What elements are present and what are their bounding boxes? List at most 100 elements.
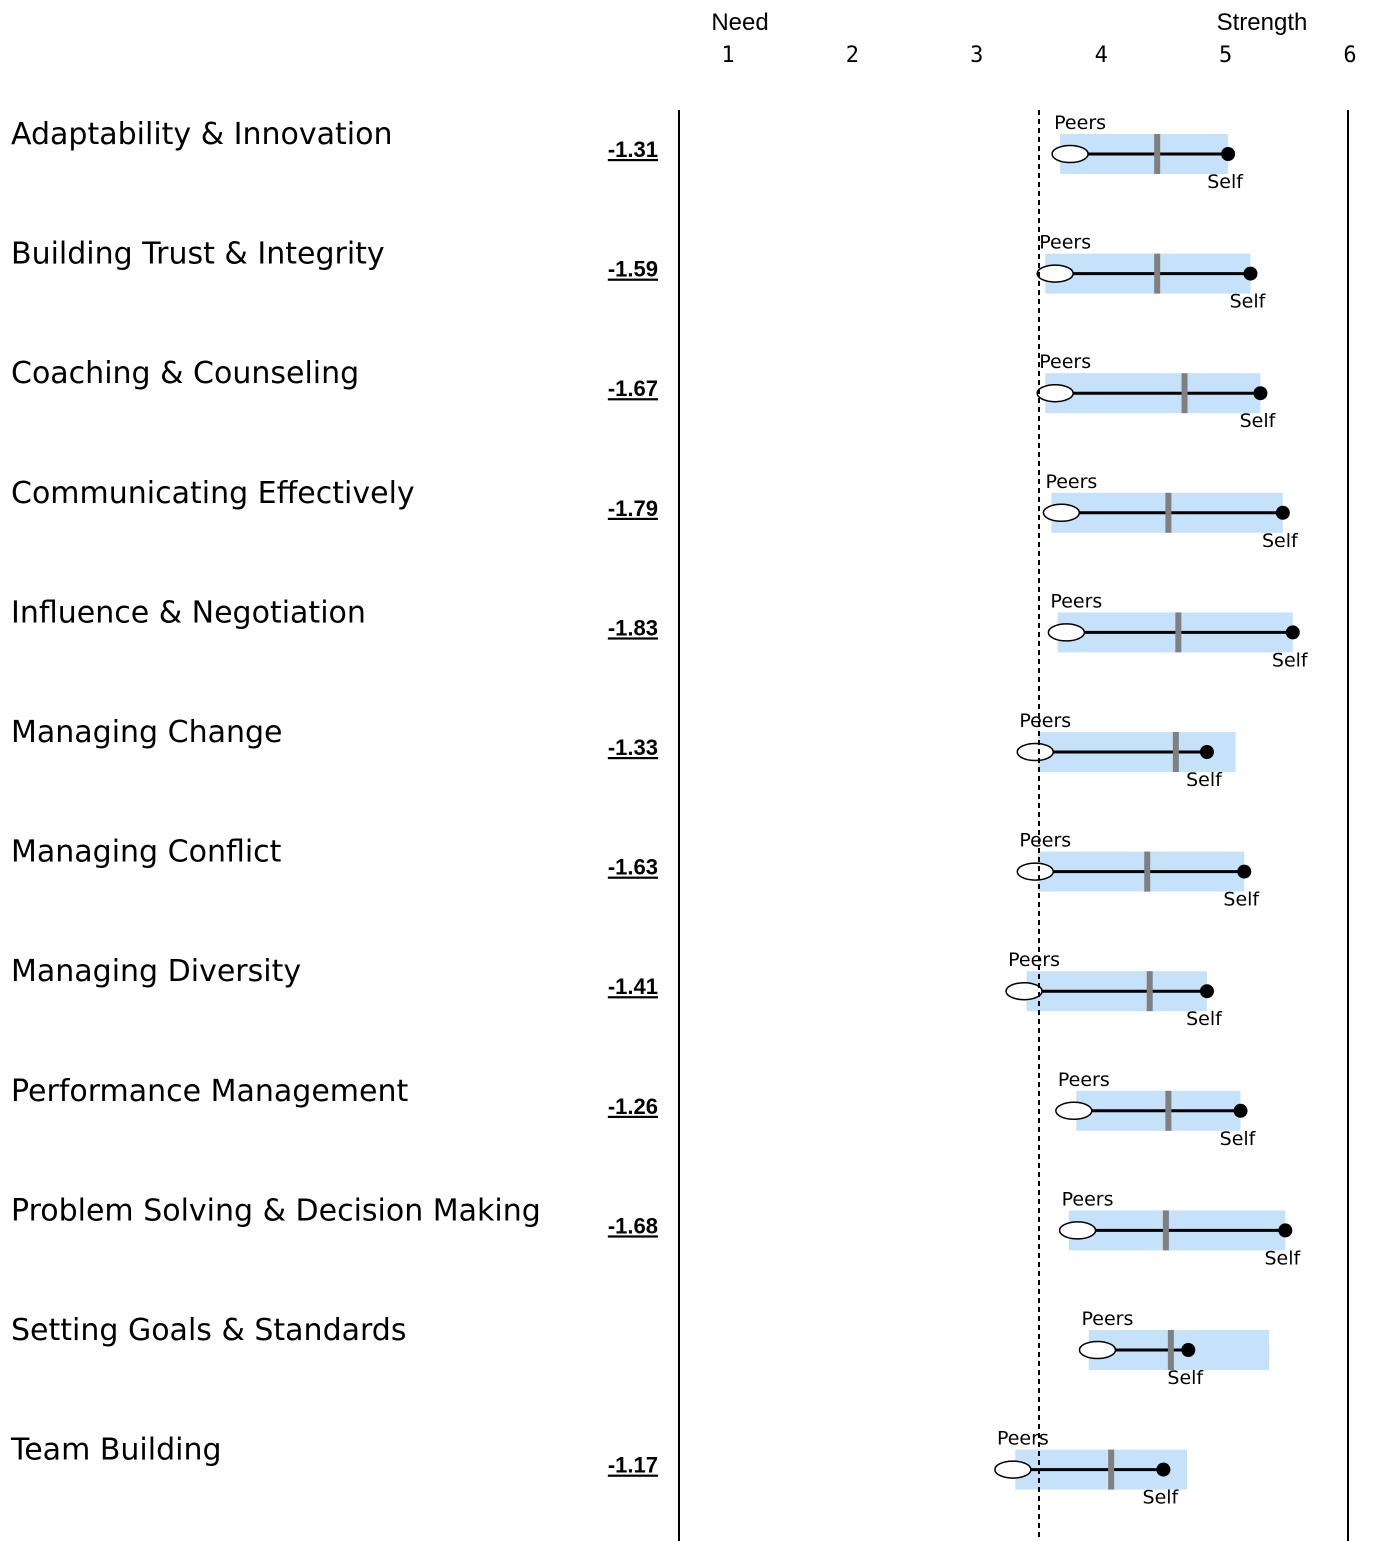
self-marker xyxy=(1221,147,1235,161)
axis-caption-need: Need xyxy=(711,9,768,36)
category-label: Managing Diversity xyxy=(11,954,301,989)
x-tick-label: 5 xyxy=(1219,43,1232,68)
chart-row: Adaptability & Innovation -1.31 Peers Self xyxy=(11,112,1244,193)
self-label: Self xyxy=(1230,291,1267,313)
self-label: Self xyxy=(1262,530,1299,552)
chart-row: Managing Diversity -1.41 Peers Self xyxy=(11,949,1223,1030)
self-label: Self xyxy=(1272,649,1309,671)
self-marker xyxy=(1237,865,1251,879)
self-marker xyxy=(1181,1343,1195,1357)
chart-row: Managing Change -1.33 Peers Self xyxy=(11,710,1236,791)
peers-marker xyxy=(1006,983,1042,1000)
chart-row: Setting Goals & Standards Peers Self xyxy=(11,1308,1269,1389)
x-tick-label: 2 xyxy=(846,43,859,68)
median-tick xyxy=(1154,254,1160,294)
median-tick xyxy=(1165,1091,1171,1131)
self-marker xyxy=(1278,1223,1292,1237)
category-label: Problem Solving & Decision Making xyxy=(11,1193,541,1228)
chart-row: Problem Solving & Decision Making -1.68 Pe… xyxy=(11,1188,1301,1269)
chart-row: Managing Conflict -1.63 Peers Self xyxy=(11,830,1260,911)
axis-caption-strength: Strength xyxy=(1217,9,1308,36)
median-tick xyxy=(1154,134,1160,174)
peers-marker xyxy=(1048,624,1084,641)
chart-row: Coaching & Counseling -1.67 Peers Self xyxy=(11,351,1277,432)
peers-marker xyxy=(1052,146,1088,163)
peers-label: Peers xyxy=(1008,949,1060,971)
median-tick xyxy=(1144,852,1150,892)
category-label: Managing Change xyxy=(11,715,283,750)
gap-value: -1.79 xyxy=(608,496,658,521)
peers-marker xyxy=(1079,1342,1115,1359)
self-marker xyxy=(1286,625,1300,639)
peers-label: Peers xyxy=(1082,1308,1134,1330)
category-label: Communicating Effectively xyxy=(11,476,415,511)
peers-label: Peers xyxy=(1039,351,1091,373)
gap-value: -1.26 xyxy=(608,1094,658,1119)
peers-label: Peers xyxy=(1039,232,1091,254)
peers-label: Peers xyxy=(997,1428,1049,1450)
self-label: Self xyxy=(1207,171,1244,193)
peers-label: Peers xyxy=(1050,590,1102,612)
self-label: Self xyxy=(1264,1247,1301,1269)
category-label: Performance Management xyxy=(11,1074,409,1109)
self-label: Self xyxy=(1167,1367,1204,1389)
category-label: Influence & Negotiation xyxy=(11,595,366,630)
peers-marker xyxy=(1056,1102,1092,1119)
chart-row: Team Building -1.17 Peers Self xyxy=(10,1428,1187,1509)
peers-label: Peers xyxy=(1019,710,1071,732)
x-tick-label: 6 xyxy=(1343,43,1356,68)
peers-label: Peers xyxy=(1019,830,1071,852)
category-label: Team Building xyxy=(10,1433,222,1468)
gap-value: -1.31 xyxy=(608,137,658,162)
self-marker xyxy=(1253,386,1267,400)
self-marker xyxy=(1156,1463,1170,1477)
chart-rows: Adaptability & Innovation -1.31PeersSelfB… xyxy=(10,112,1309,1509)
self-marker xyxy=(1276,506,1290,520)
self-label: Self xyxy=(1186,769,1223,791)
median-tick xyxy=(1163,1210,1169,1250)
peers-marker xyxy=(1017,863,1053,880)
category-label: Coaching & Counseling xyxy=(11,356,359,391)
category-label: Managing Conflict xyxy=(11,835,282,870)
median-tick xyxy=(1175,612,1181,652)
peers-marker xyxy=(1060,1222,1096,1239)
self-marker xyxy=(1200,984,1214,998)
gap-value: -1.68 xyxy=(608,1213,658,1238)
gap-value: -1.17 xyxy=(608,1453,658,1478)
self-marker xyxy=(1234,1104,1248,1118)
gap-value: -1.63 xyxy=(608,855,658,880)
median-tick xyxy=(1165,493,1171,533)
median-tick xyxy=(1147,971,1153,1011)
self-label: Self xyxy=(1220,1128,1257,1150)
peers-label: Peers xyxy=(1054,112,1106,134)
category-label: Adaptability & Innovation xyxy=(11,117,392,152)
peers-label: Peers xyxy=(1058,1069,1110,1091)
median-tick xyxy=(1168,1330,1174,1370)
self-label: Self xyxy=(1143,1487,1180,1509)
chart-row: Building Trust & Integrity -1.59 Peers Self xyxy=(11,232,1267,313)
chart-row: Performance Management -1.26 Peers Self xyxy=(11,1069,1257,1150)
peers-marker xyxy=(1037,265,1073,282)
self-label: Self xyxy=(1240,410,1277,432)
chart-row: Communicating Effectively -1.79 Peers Self xyxy=(11,471,1299,552)
peers-marker xyxy=(995,1461,1031,1478)
peers-label: Peers xyxy=(1062,1188,1114,1210)
gap-value: -1.41 xyxy=(608,974,658,999)
gap-value: -1.59 xyxy=(608,257,658,282)
category-label: Setting Goals & Standards xyxy=(11,1313,406,1348)
x-axis-ticks: 1 2 3 4 5 6 xyxy=(721,43,1356,68)
self-marker xyxy=(1243,267,1257,281)
gap-value: -1.67 xyxy=(608,376,658,401)
median-tick xyxy=(1108,1450,1114,1490)
self-label: Self xyxy=(1186,1008,1223,1030)
peers-marker xyxy=(1017,744,1053,761)
category-label: Building Trust & Integrity xyxy=(11,237,385,272)
gap-value: -1.33 xyxy=(608,735,658,760)
x-tick-label: 4 xyxy=(1095,43,1108,68)
x-tick-label: 3 xyxy=(970,43,983,68)
self-label: Self xyxy=(1223,889,1260,911)
peers-label: Peers xyxy=(1045,471,1097,493)
x-tick-label: 1 xyxy=(721,43,734,68)
median-tick xyxy=(1173,732,1179,772)
chart-row: Influence & Negotiation -1.83 Peers Self xyxy=(11,590,1309,671)
